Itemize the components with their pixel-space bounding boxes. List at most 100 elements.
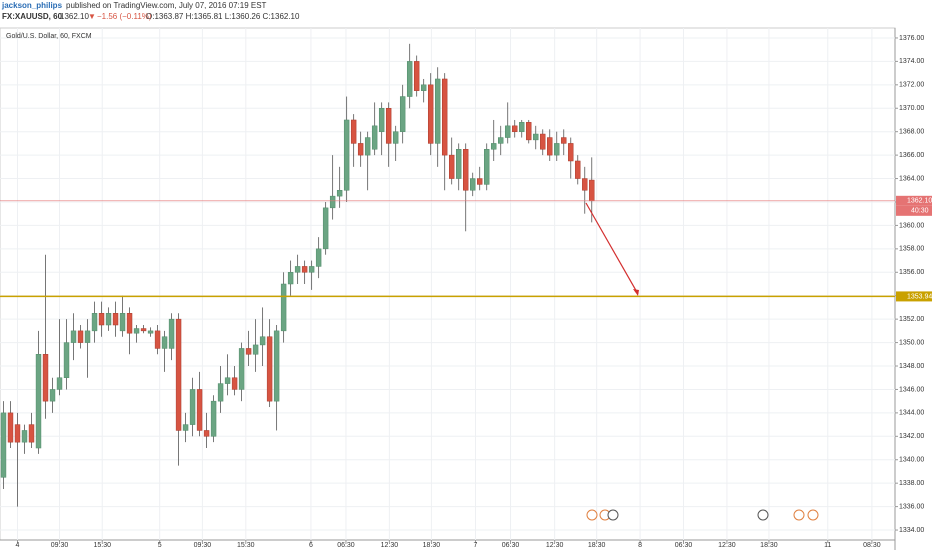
candle-body bbox=[301, 266, 308, 273]
y-tick-label: 1340.00 bbox=[899, 457, 924, 464]
candle-body bbox=[547, 137, 553, 156]
candle-body bbox=[35, 354, 42, 449]
candle-body bbox=[336, 190, 343, 197]
author[interactable]: jackson_philips bbox=[1, 1, 63, 10]
candle-body bbox=[512, 125, 518, 132]
candle-body bbox=[21, 430, 28, 443]
candle-body bbox=[399, 96, 406, 132]
candle-body bbox=[350, 119, 357, 144]
candle-body bbox=[189, 389, 196, 425]
y-tick-label: 1342.00 bbox=[899, 433, 924, 440]
candle-body bbox=[105, 313, 112, 326]
x-tick-label: 06:30 bbox=[502, 542, 520, 549]
candle-body bbox=[238, 348, 245, 390]
event-flag[interactable] bbox=[793, 509, 805, 521]
x-tick-label: 11 bbox=[824, 542, 831, 549]
candle-body bbox=[168, 318, 175, 349]
x-tick-label: 12:30 bbox=[381, 542, 399, 549]
x-tick-label: 15:30 bbox=[237, 542, 255, 549]
x-tick-label: 18:30 bbox=[588, 542, 606, 549]
x-tick-label: 4 bbox=[16, 542, 20, 549]
y-tick-label: 1338.00 bbox=[899, 480, 924, 487]
candle-body bbox=[217, 383, 224, 402]
y-tick-label: 1356.00 bbox=[899, 269, 924, 276]
candle-body bbox=[182, 424, 189, 431]
candle-body bbox=[568, 143, 574, 162]
candle-body bbox=[575, 160, 581, 179]
y-tick-label: 1334.00 bbox=[899, 527, 924, 534]
candle-body bbox=[259, 336, 266, 346]
candle-body bbox=[273, 330, 280, 402]
candle-body bbox=[119, 313, 126, 332]
event-flag[interactable] bbox=[586, 509, 598, 521]
countdown-badge bbox=[896, 205, 932, 216]
y-tick-label: 1370.00 bbox=[899, 105, 924, 112]
y-tick-label: 1346.00 bbox=[899, 386, 924, 393]
candle-body bbox=[56, 377, 63, 390]
x-tick-label: 12:30 bbox=[718, 542, 736, 549]
candle-body bbox=[427, 84, 434, 144]
candle-body bbox=[0, 412, 7, 478]
candle-body bbox=[434, 78, 441, 144]
last-price: 1362.10 bbox=[60, 12, 89, 21]
candle-body bbox=[49, 389, 56, 402]
candle-body bbox=[175, 318, 182, 431]
candle-body bbox=[505, 125, 511, 138]
candle-body bbox=[266, 336, 273, 402]
candle-body bbox=[470, 178, 476, 191]
y-tick-label: 1348.00 bbox=[899, 363, 924, 370]
x-tick-label: 18:30 bbox=[423, 542, 441, 549]
candle-body bbox=[126, 313, 133, 334]
x-tick-label: 7 bbox=[474, 542, 478, 549]
candle-body bbox=[147, 330, 154, 334]
candle-body bbox=[533, 133, 539, 141]
arrow bbox=[585, 202, 639, 295]
x-tick-label: 6 bbox=[309, 542, 313, 549]
price-badge bbox=[896, 195, 932, 206]
candle-body bbox=[161, 336, 168, 349]
candle-body bbox=[210, 400, 217, 437]
candle-body bbox=[441, 78, 448, 156]
chart-title: Gold/U.S. Dollar, 60, FXCM bbox=[6, 33, 92, 40]
candle-body bbox=[413, 61, 420, 91]
candle-body bbox=[491, 143, 497, 150]
y-tick-label: 1344.00 bbox=[899, 410, 924, 417]
x-tick-label: 08:30 bbox=[863, 542, 881, 549]
y-tick-label: 1366.00 bbox=[899, 152, 924, 159]
candle-body bbox=[91, 313, 98, 332]
candle-body bbox=[245, 348, 252, 355]
candle-body bbox=[526, 122, 532, 141]
event-flag[interactable] bbox=[807, 509, 819, 521]
candle-body bbox=[385, 108, 392, 144]
candle-body bbox=[224, 377, 231, 384]
event-flag[interactable] bbox=[607, 509, 619, 521]
price-badge-label: 1362.10 bbox=[907, 198, 932, 205]
candle-body bbox=[561, 137, 567, 144]
candle-body bbox=[406, 61, 413, 97]
event-flag[interactable] bbox=[757, 509, 769, 521]
x-tick-label: 8 bbox=[638, 542, 642, 549]
candle-body bbox=[14, 424, 21, 443]
candle-body bbox=[498, 137, 504, 144]
candle-body bbox=[371, 125, 378, 150]
price-badge bbox=[896, 291, 932, 302]
y-tick-label: 1352.00 bbox=[899, 316, 924, 323]
event-flags bbox=[586, 509, 819, 521]
y-tick-label: 1360.00 bbox=[899, 222, 924, 229]
x-tick-label: 09:30 bbox=[194, 542, 212, 549]
candle-body bbox=[456, 149, 462, 179]
y-tick-label: 1372.00 bbox=[899, 82, 924, 89]
candle-body bbox=[63, 342, 70, 378]
candle-body bbox=[84, 330, 91, 343]
x-tick-label: 12:30 bbox=[546, 542, 564, 549]
candle-body bbox=[420, 84, 427, 91]
x-tick-label: 09:30 bbox=[51, 542, 69, 549]
x-tick-label: 06:30 bbox=[337, 542, 355, 549]
y-tick-label: 1350.00 bbox=[899, 339, 924, 346]
y-tick-label: 1336.00 bbox=[899, 503, 924, 510]
candle-body bbox=[343, 119, 350, 191]
candle-body bbox=[77, 330, 84, 343]
candle-body bbox=[392, 131, 399, 144]
candle-body bbox=[252, 344, 259, 355]
